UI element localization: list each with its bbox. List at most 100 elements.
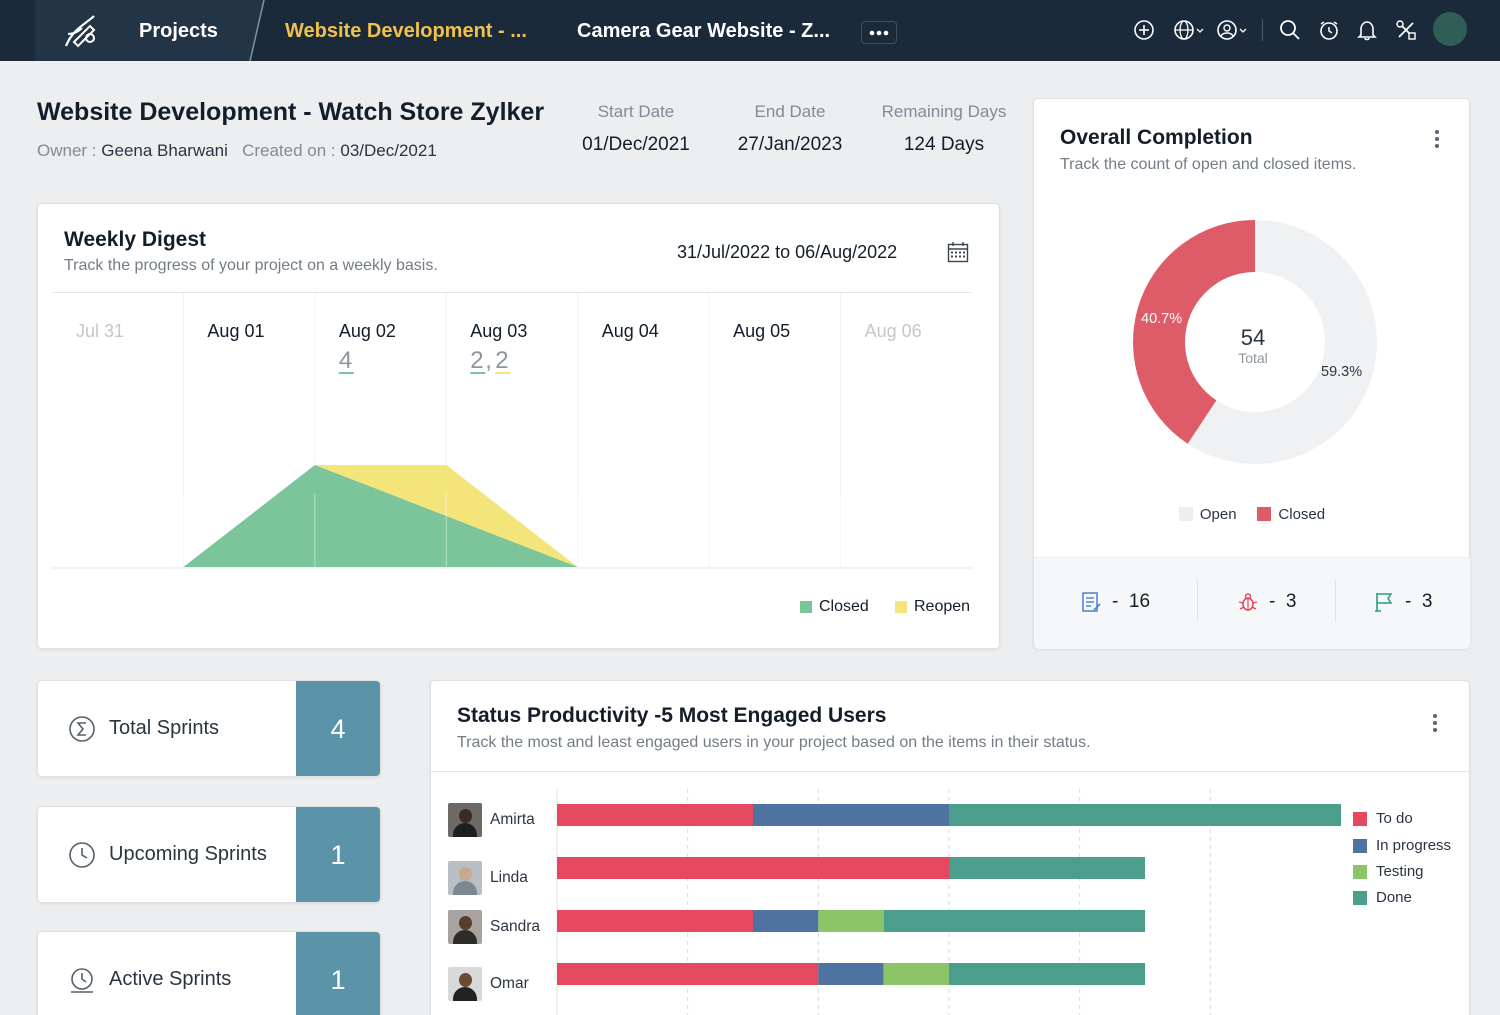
user-access-menu[interactable] [1212,15,1252,45]
total-sprints-label: Total Sprints [109,717,220,739]
active-sprints-label: Active Sprints [109,968,232,990]
avatar [448,861,482,895]
bar-segment[interactable] [557,910,753,932]
total-sprints-count: 4 [296,681,380,776]
upcoming-sprints-card[interactable]: Upcoming Sprints 1 [37,806,381,903]
open-slice[interactable] [1187,220,1377,465]
legend-reopen-label: Reopen [914,598,971,615]
bar-segment[interactable] [753,910,819,932]
completion-stats-footer: - 16 - 3 - 3 [1034,557,1470,649]
tasks-stat[interactable]: - 16 [1080,558,1150,646]
remaining-days-block: Remaining Days 124 Days [874,102,1014,156]
tasks-count: 16 [1128,591,1151,612]
bar-segment[interactable] [949,963,1145,985]
language-menu[interactable] [1169,15,1209,45]
bar-segment[interactable] [818,963,884,985]
end-date-block: End Date 27/Jan/2023 [725,102,855,156]
bar-segment[interactable] [883,963,949,985]
user-name: Linda [490,869,528,886]
open-pct-label: 59.3% [1321,364,1362,380]
user-name: Sandra [490,918,540,935]
day-count[interactable]: 4 [339,347,352,374]
bar-segment[interactable] [949,804,1341,826]
avatar [448,910,482,944]
legend-done[interactable]: Done [1353,889,1412,906]
legend-closed-label[interactable]: Closed [1278,506,1326,523]
bug-icon [1238,593,1258,611]
milestones-count: 3 [1421,591,1433,612]
bar-segment[interactable] [557,963,819,985]
user-row-omar[interactable]: Omar [448,967,529,1001]
total-sprints-card[interactable]: Total Sprints 4 [37,680,381,777]
bugs-sep: - [1269,591,1276,612]
day-count-separator: , [485,347,492,374]
more-tabs-button[interactable] [861,21,897,44]
project-meta: Owner : Geena Bharwani Created on : 03/D… [37,141,437,161]
weekly-digest-chart: Jul 31 Aug 01 Aug 02 4 Aug 03 2, 2 Aug 04 Aug 05… [52,293,972,569]
overall-completion-subtitle: Track the count of open and closed items… [1060,156,1357,173]
search-icon [1280,20,1300,40]
projects-tab[interactable]: Projects [139,20,218,42]
legend-label: To do [1376,810,1413,827]
search-button[interactable] [1275,15,1305,45]
stat-divider [1335,580,1336,622]
status-productivity-subtitle: Track the most and least engaged users i… [457,734,1091,751]
end-date-value: 27/Jan/2023 [737,134,843,155]
closed-area[interactable] [52,465,841,567]
day-count[interactable]: 2 [470,347,483,374]
bugs-count: 3 [1285,591,1297,612]
active-sprints-card[interactable]: Active Sprints 1 [37,931,381,1015]
day-label: Aug 01 [207,321,264,341]
legend-open-label[interactable]: Open [1199,506,1237,523]
user-avatar[interactable] [1433,12,1467,46]
closed-pct-label: 40.7% [1141,311,1182,327]
bar-segment[interactable] [753,804,949,826]
owner-label: Owner : [37,141,97,160]
bar-segment[interactable] [557,804,753,826]
calendar-icon[interactable] [947,241,969,263]
legend-closed[interactable]: Closed [800,598,869,616]
upcoming-sprints-count: 1 [296,807,380,902]
milestones-stat[interactable]: - 3 [1373,558,1432,646]
app-logo[interactable] [35,0,125,61]
start-date-value: 01/Dec/2021 [582,134,690,155]
legend-in-progress[interactable]: In progress [1353,837,1451,854]
owner-name[interactable]: Geena Bharwani [101,141,228,160]
bar-segment[interactable] [949,857,1145,879]
milestone-flag-icon [1375,593,1393,612]
remaining-days-label: Remaining Days [881,102,1007,121]
legend-testing[interactable]: Testing [1353,863,1424,880]
tasks-sep: - [1112,591,1119,612]
add-icon [1134,20,1154,40]
project-title: Website Development - Watch Store Zylker [37,98,545,126]
day-label: Aug 04 [602,321,659,341]
notifications-button[interactable] [1352,15,1382,45]
status-productivity-card: Status Productivity -5 Most Engaged User… [430,680,1470,1015]
legend-todo[interactable]: To do [1353,810,1413,827]
bar-segment[interactable] [557,857,949,879]
day-count[interactable]: 2 [495,347,508,374]
sigma-icon [69,716,95,742]
breadcrumb-subproject[interactable]: Camera Gear Website - Z... [577,20,831,42]
day-label: Aug 06 [865,321,922,341]
bar-segment[interactable] [818,910,884,932]
more-options-icon[interactable] [1434,130,1440,148]
closed-slice[interactable] [1133,220,1255,444]
user-row-linda[interactable]: Linda [448,861,528,895]
user-row-sandra[interactable]: Sandra [448,910,540,944]
legend-reopen[interactable]: Reopen [895,598,970,616]
settings-tools-button[interactable] [1391,15,1421,45]
donut-total: 54 [1241,325,1265,350]
more-options-icon[interactable] [1432,714,1438,732]
breadcrumb-project[interactable]: Website Development - ... [285,20,527,42]
user-row-amirta[interactable]: Amirta [448,803,535,837]
timer-button[interactable] [1314,15,1344,45]
legend-closed-swatch [1257,507,1272,521]
legend-closed-swatch [800,601,812,613]
start-date-block: Start Date 01/Dec/2021 [571,102,701,156]
date-range[interactable]: 31/Jul/2022 to 06/Aug/2022 [677,242,898,262]
bugs-stat[interactable]: - 3 [1237,558,1296,646]
bar-segment[interactable] [883,910,1145,932]
add-button[interactable] [1129,15,1159,45]
